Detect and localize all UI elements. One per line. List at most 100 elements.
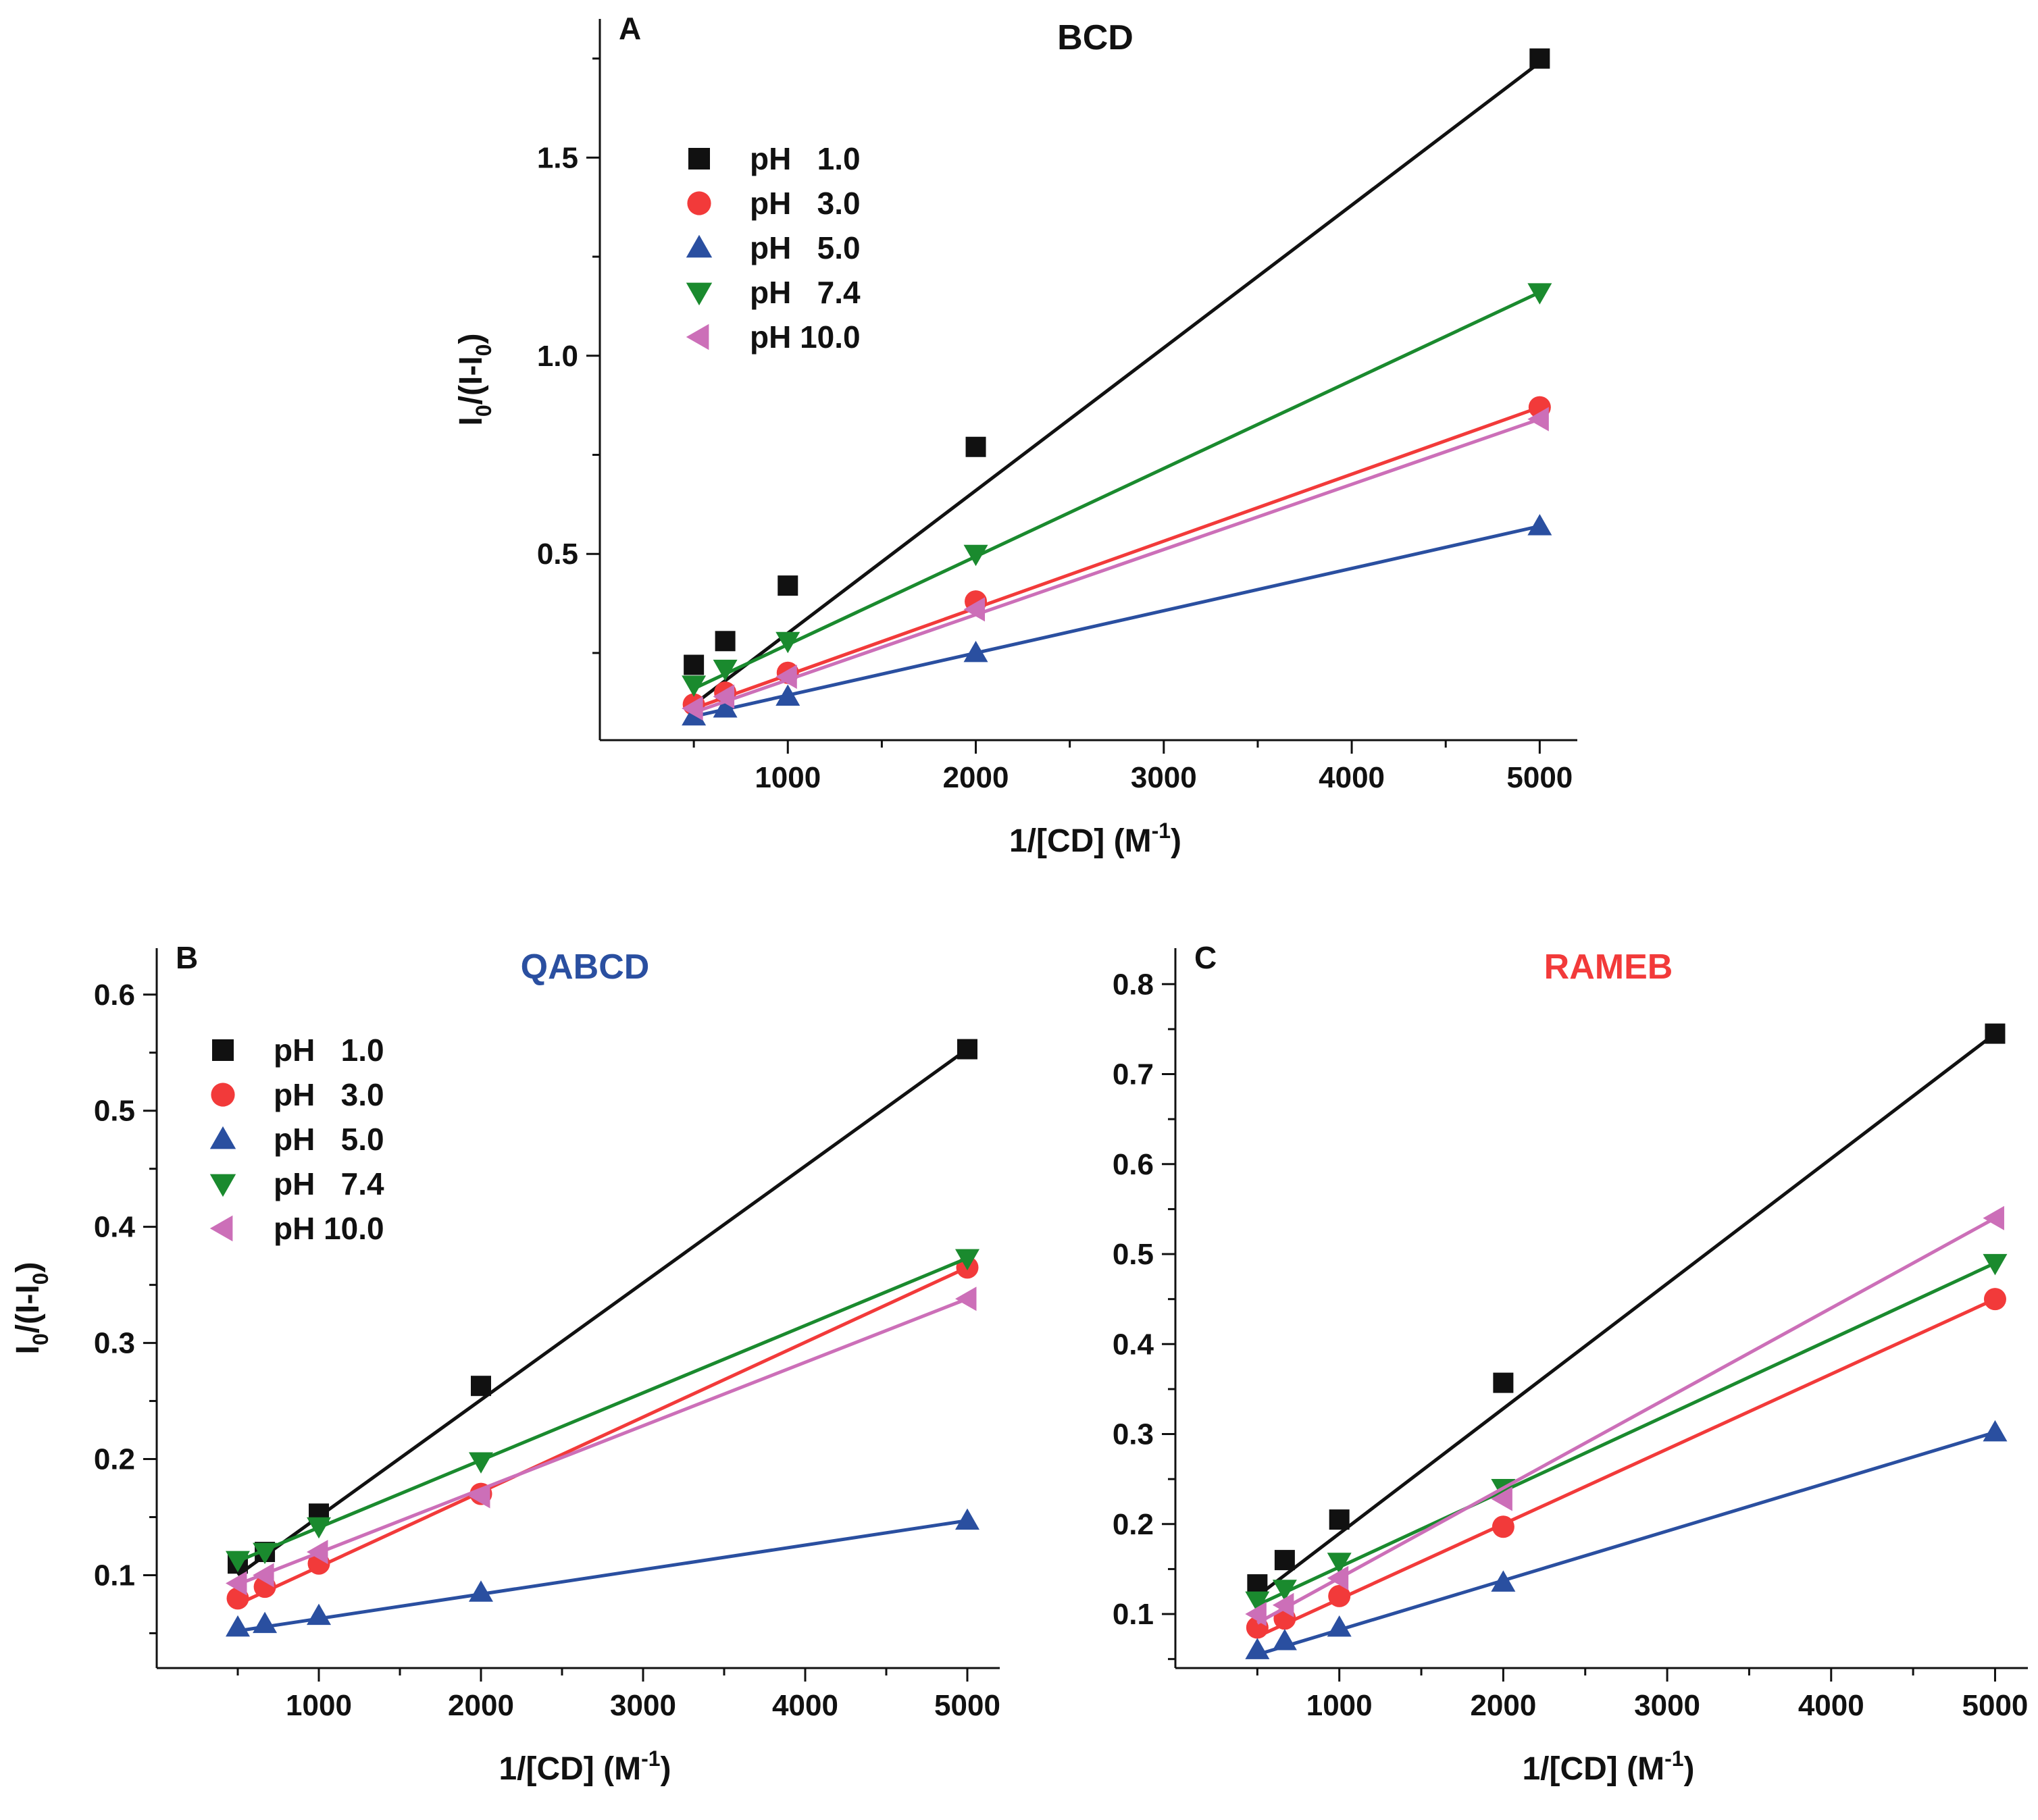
series-5 [226, 1286, 977, 1596]
series-4 [682, 283, 1552, 697]
y-tick-label: 0.7 [1113, 1058, 1154, 1091]
series-3 [1245, 1420, 2008, 1659]
data-point [1329, 1509, 1350, 1530]
data-point [957, 1039, 977, 1060]
series-5 [682, 407, 1549, 721]
fit-line [237, 1297, 968, 1586]
data-point [1245, 1602, 1267, 1627]
x-tick-label: 1000 [755, 761, 821, 794]
data-point [775, 631, 800, 654]
data-point [1527, 283, 1552, 305]
y-tick-label: 0.1 [1113, 1598, 1154, 1631]
axes: 1000 2000 3000 4000 5000 0.5 1.0 1.5 [537, 19, 1577, 794]
x-tick-label: 3000 [1131, 761, 1197, 794]
data-point [1245, 1591, 1270, 1613]
x-tick-label: 3000 [610, 1689, 676, 1722]
legend-label: pH 7.4 [750, 275, 861, 310]
fit-line [1256, 1430, 1996, 1657]
y-tick-label: 0.1 [94, 1559, 135, 1592]
legend-marker [686, 282, 713, 306]
x-tick-label: 1000 [286, 1689, 352, 1722]
panel-b: 1000 2000 3000 4000 5000 0.1 0.2 0.3 0.4 0.5 0.6 B Q… [10, 940, 1000, 1787]
data-point [1247, 1574, 1268, 1595]
y-tick-label: 0.2 [1113, 1508, 1154, 1541]
data-point [307, 1517, 331, 1539]
data-point [226, 1551, 250, 1573]
legend-label: pH 1.0 [274, 1033, 384, 1068]
fit-line [237, 1519, 968, 1633]
data-point [778, 575, 798, 596]
data-point [1527, 514, 1552, 536]
legend-label: pH 3.0 [750, 186, 861, 221]
legend-marker [209, 1215, 233, 1242]
series-2 [682, 396, 1551, 716]
legend-marker [209, 1126, 236, 1149]
data-point [1327, 1565, 1349, 1590]
panel-label: B [176, 940, 198, 975]
y-tick-label: 0.5 [94, 1095, 135, 1128]
legend-marker [212, 1039, 234, 1061]
y-tick-label: 0.5 [537, 538, 578, 571]
legend-label: pH 3.0 [274, 1077, 384, 1112]
data-point [713, 696, 738, 718]
data-point [1491, 1570, 1516, 1592]
y-tick-label: 0.2 [94, 1443, 135, 1476]
data-point [1527, 407, 1549, 432]
data-point [1493, 1372, 1514, 1393]
legend-label: pH 5.0 [750, 230, 861, 265]
data-point [955, 1249, 979, 1271]
data-point [684, 654, 705, 675]
legend-marker [686, 234, 713, 258]
x-tick-label: 2000 [448, 1689, 514, 1722]
data-point [1327, 1553, 1352, 1574]
legend-marker [211, 1083, 235, 1107]
x-tick-label: 2000 [1470, 1689, 1536, 1722]
data-point [469, 1484, 490, 1509]
data-point [1274, 1550, 1295, 1571]
y-tick-label: 1.5 [537, 141, 578, 174]
legend-label: pH 1.0 [750, 141, 861, 176]
y-tick-label: 0.4 [94, 1211, 136, 1244]
panel-label: A [619, 11, 641, 46]
data-point [471, 1376, 491, 1397]
panel-c: 1000 2000 3000 4000 5000 0.1 0.2 0.3 0.4 0.5 0.6 0.… [1113, 940, 2029, 1787]
x-tick-label: 5000 [1962, 1689, 2029, 1722]
y-tick-label: 0.6 [94, 979, 135, 1012]
data-point [1983, 1253, 2008, 1276]
y-tick-label: 0.8 [1113, 968, 1154, 1001]
series-3 [226, 1508, 979, 1637]
y-tick-label: 0.3 [1113, 1418, 1154, 1451]
data-point [469, 1580, 493, 1602]
data-point [775, 684, 800, 706]
data-point [253, 1563, 274, 1588]
series-3 [682, 514, 1552, 726]
legend-label: pH 7.4 [274, 1166, 384, 1201]
x-tick-label: 4000 [772, 1689, 838, 1722]
legend-marker [688, 148, 710, 170]
fit-line [236, 1047, 969, 1577]
legend-label: pH 10.0 [750, 319, 861, 355]
data-point [253, 1542, 278, 1565]
data-point [469, 1452, 493, 1474]
data-point [775, 665, 797, 690]
panel-a: 1000 2000 3000 4000 5000 0.5 1.0 1.5 A BCD 1/[CD] … [453, 11, 1577, 859]
y-tick-label: 0.5 [1113, 1238, 1154, 1271]
fit-line [1256, 1262, 1996, 1607]
x-axis-label: 1/[CD] (M-1) [499, 1746, 671, 1787]
fit-line [693, 524, 1540, 719]
fit-line [1256, 1297, 1996, 1638]
panel-label: C [1194, 940, 1217, 975]
data-point [963, 640, 988, 662]
data-point [1492, 1515, 1514, 1538]
x-tick-label: 5000 [934, 1689, 1000, 1722]
x-tick-label: 3000 [1634, 1689, 1700, 1722]
data-point [955, 1286, 977, 1311]
series-1 [1247, 1023, 2006, 1598]
series-4 [226, 1249, 979, 1573]
y-tick-label: 0.4 [1113, 1328, 1154, 1361]
data-point [1491, 1486, 1512, 1511]
data-point [713, 659, 738, 681]
data-point [713, 684, 735, 709]
data-point [307, 1540, 328, 1565]
